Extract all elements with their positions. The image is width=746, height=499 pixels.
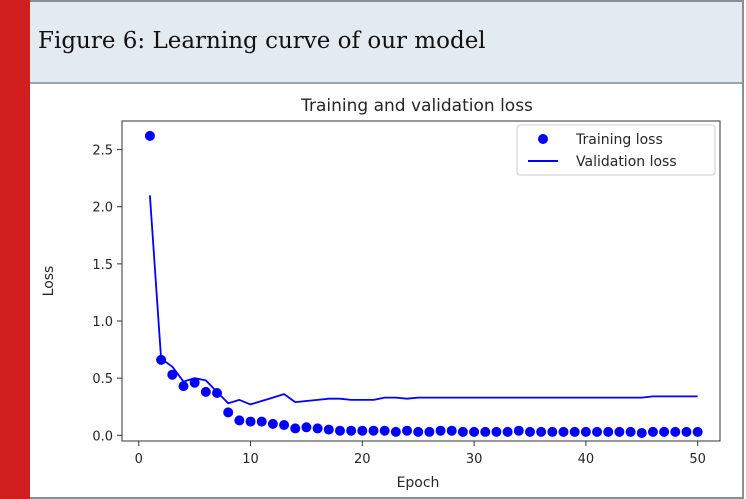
training-loss-point <box>547 426 558 437</box>
training-loss-point <box>312 423 323 434</box>
training-loss-point <box>156 354 167 365</box>
chart-title: Training and validation loss <box>300 96 533 116</box>
x-tick-label: 30 <box>466 452 483 467</box>
legend-label-validation: Validation loss <box>576 154 677 170</box>
legend-marker-training <box>538 134 548 144</box>
training-loss-point <box>379 425 390 436</box>
accent-bar <box>0 0 30 499</box>
training-loss-point <box>290 423 301 434</box>
training-loss-point <box>234 415 245 426</box>
y-tick-label: 1.0 <box>92 315 113 330</box>
figure-frame: Figure 6: Learning curve of our model Tr… <box>30 0 744 499</box>
training-loss-point <box>614 426 625 437</box>
y-tick-label: 2.0 <box>92 201 113 216</box>
training-loss-point <box>692 426 703 437</box>
legend: Training loss Validation loss <box>516 124 716 176</box>
training-loss-point <box>457 426 468 437</box>
legend-box <box>516 124 716 176</box>
x-tick-label: 50 <box>689 452 706 467</box>
training-loss-point <box>256 416 267 427</box>
y-tick-label: 1.5 <box>92 258 113 273</box>
training-loss-point <box>670 426 681 437</box>
training-loss-point <box>245 416 256 427</box>
plot-area <box>121 120 721 442</box>
x-tick-label: 0 <box>135 452 143 467</box>
x-axis-label: Epoch <box>397 475 440 491</box>
training-loss-point <box>569 426 580 437</box>
training-loss-point <box>413 426 424 437</box>
training-loss-point <box>144 130 155 141</box>
training-loss-point <box>580 426 591 437</box>
training-loss-point <box>189 377 200 388</box>
figure-caption: Figure 6: Learning curve of our model <box>38 28 486 54</box>
y-tick-label: 0.5 <box>92 372 113 387</box>
training-loss-point <box>334 425 345 436</box>
training-loss-point <box>178 381 189 392</box>
training-loss-point <box>390 426 401 437</box>
training-loss-point <box>279 420 290 430</box>
training-loss-point <box>200 386 211 397</box>
training-loss-point <box>424 426 435 437</box>
legend-label-training: Training loss <box>575 132 663 148</box>
training-loss-point <box>357 425 368 436</box>
validation-loss-line <box>149 195 698 406</box>
training-loss-point <box>513 425 524 436</box>
training-loss-point <box>301 422 312 433</box>
training-loss-point <box>558 426 569 437</box>
loss-chart: Training and validation loss 0.0 0.5 1.0 1.… <box>41 96 721 491</box>
training-loss-point <box>625 426 636 437</box>
training-loss-point <box>223 407 234 418</box>
training-loss-point <box>346 425 357 436</box>
training-loss-point <box>536 426 547 437</box>
x-tick-label: 10 <box>242 452 259 467</box>
y-axis-label: Loss <box>41 266 57 297</box>
training-loss-point <box>681 426 692 437</box>
training-loss-point <box>368 425 379 436</box>
y-axis: 0.0 0.5 1.0 1.5 2.0 2.5 <box>92 144 122 444</box>
training-loss-point <box>592 426 603 437</box>
x-tick-label: 20 <box>354 452 371 467</box>
training-loss-point <box>636 428 647 438</box>
y-tick-label: 2.5 <box>92 144 113 159</box>
caption-bar: Figure 6: Learning curve of our model <box>30 2 742 84</box>
training-loss-point <box>446 425 457 436</box>
training-loss-point <box>402 425 413 436</box>
x-axis: 0 10 20 30 40 50 <box>135 441 706 467</box>
training-loss-point <box>167 369 178 380</box>
x-tick-label: 40 <box>578 452 595 467</box>
training-loss-point <box>603 426 614 437</box>
training-loss-point <box>502 426 513 437</box>
training-loss-point <box>491 426 502 437</box>
training-loss-point <box>659 426 670 437</box>
training-loss-point <box>267 418 278 429</box>
training-loss-point <box>647 426 658 437</box>
training-loss-point <box>469 426 480 437</box>
training-loss-point <box>435 425 446 436</box>
training-loss-point <box>480 426 491 437</box>
training-loss-point <box>323 424 334 435</box>
series-layer <box>144 130 703 438</box>
training-loss-point <box>524 426 535 437</box>
y-tick-label: 0.0 <box>92 429 113 444</box>
